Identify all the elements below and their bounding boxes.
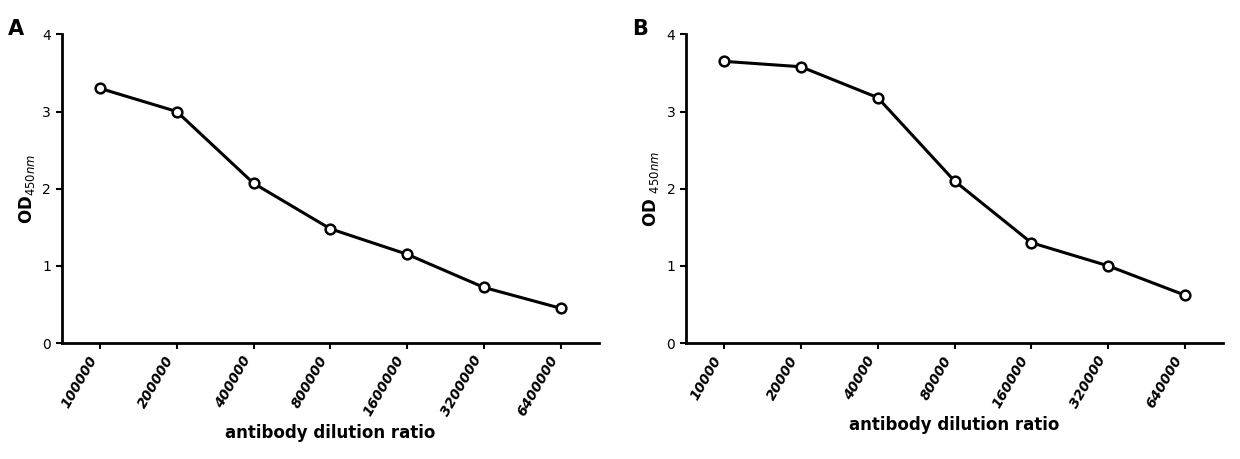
Text: A: A: [7, 19, 24, 39]
X-axis label: antibody dilution ratio: antibody dilution ratio: [849, 416, 1060, 434]
Text: B: B: [632, 19, 647, 39]
Y-axis label: OD $_{450nm}$: OD $_{450nm}$: [641, 151, 661, 227]
X-axis label: antibody dilution ratio: antibody dilution ratio: [226, 424, 435, 442]
Y-axis label: OD$_{450nm}$: OD$_{450nm}$: [16, 154, 37, 224]
